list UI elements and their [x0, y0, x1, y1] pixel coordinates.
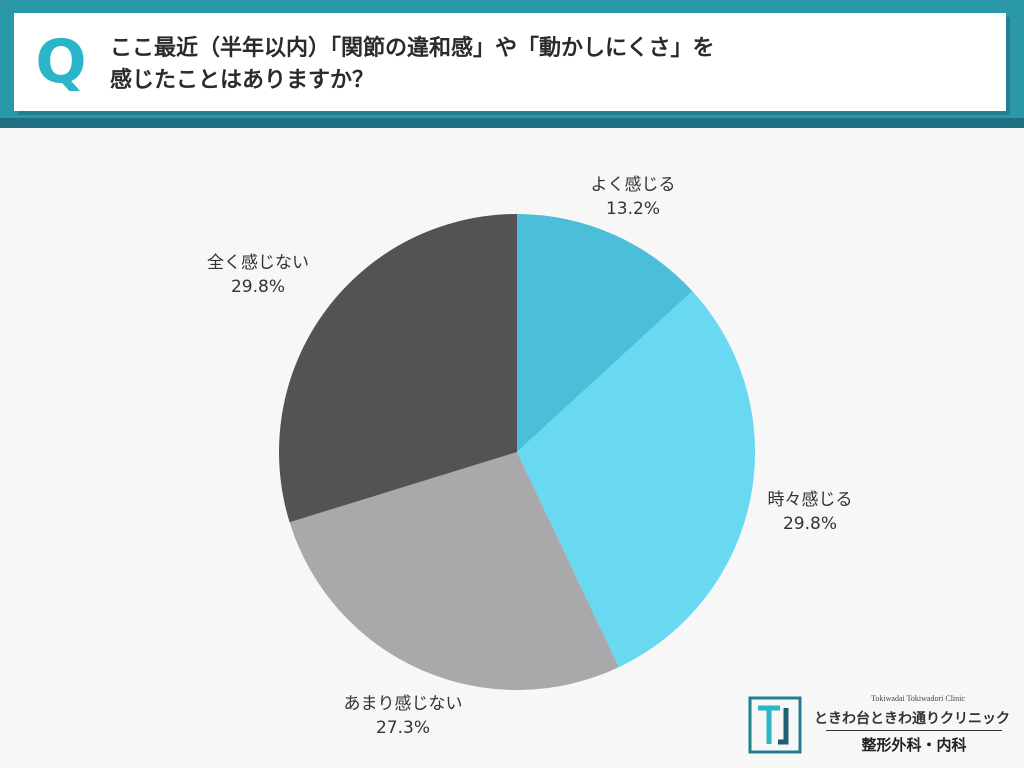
- question-box: Q ここ最近（半年以内）「関節の違和感」や「動かしにくさ」を 感じたことはありま…: [14, 13, 1006, 111]
- pie-slice-2: [517, 291, 755, 668]
- clinic-name-jp: ときわ台ときわ通りクリニック: [814, 711, 1010, 727]
- slice-value-1: 13.2%: [606, 199, 660, 219]
- logo-divider: [826, 730, 1002, 731]
- question-line-1: ここ最近（半年以内）「関節の違和感」や「動かしにくさ」を: [110, 36, 715, 61]
- pie-slice-1: [517, 214, 693, 452]
- pie-slice-3: [289, 452, 619, 690]
- question-title: ここ最近（半年以内）「関節の違和感」や「動かしにくさ」を 感じたことはありますか…: [110, 33, 970, 97]
- slice-value-3: 27.3%: [376, 718, 430, 738]
- clinic-name-en: Tokiwadai Tokiwadori Clinic: [871, 694, 965, 703]
- slice-label-1: よく感じる: [591, 175, 676, 195]
- slice-label-3: あまり感じない: [344, 694, 463, 714]
- slice-value-4: 29.8%: [231, 277, 285, 297]
- clinic-logo: Tokiwadai Tokiwadori Clinic ときわ台ときわ通りクリニ…: [748, 692, 1010, 758]
- slice-label-2: 時々感じる: [768, 490, 853, 510]
- clinic-logo-mark-icon: [748, 696, 802, 754]
- pie-slice-4: [278, 214, 517, 523]
- clinic-departments: 整形外科・内科: [861, 736, 967, 754]
- slice-label-4: 全く感じない: [207, 253, 309, 273]
- q-mark: Q: [35, 27, 87, 97]
- slice-value-2: 29.8%: [783, 514, 837, 534]
- question-line-2: 感じたことはありますか？: [110, 68, 375, 93]
